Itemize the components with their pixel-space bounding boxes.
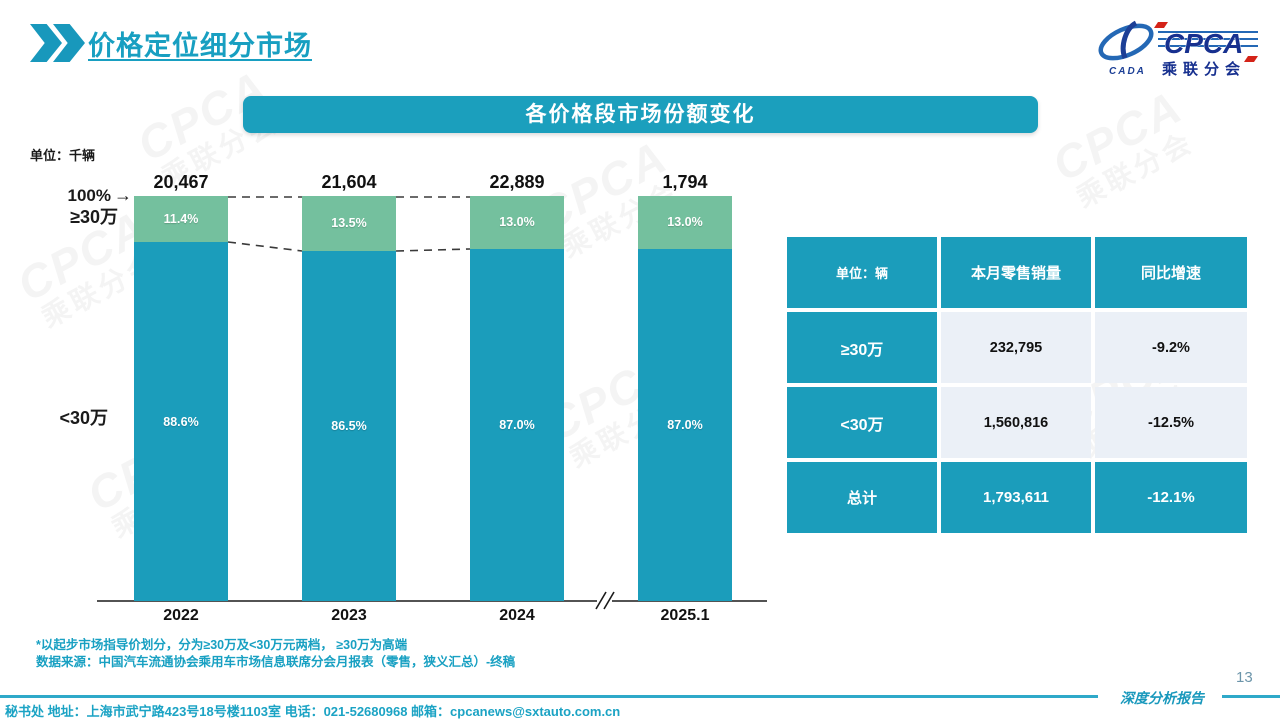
- bar-segment-ge30: 13.5%: [302, 196, 396, 251]
- table-row-label: ≥30万: [787, 312, 937, 383]
- logo-red-accent: [1154, 22, 1168, 28]
- table-header-sales: 本月零售销量: [941, 237, 1091, 308]
- bar-total-label: 20,467: [153, 172, 209, 192]
- bar-2022: 20,467 11.4% 88.6% 2022: [134, 172, 228, 624]
- cpca-logo: CADA CPCA 乘联分会: [1096, 20, 1266, 78]
- x-axis-tick-label: 2022: [163, 607, 199, 624]
- bar-segment-ge30: 13.0%: [470, 196, 564, 249]
- logo-subtitle-text: 乘联分会: [1161, 60, 1246, 78]
- table-header-yoy: 同比增速: [1095, 237, 1247, 308]
- bar-segment-lt30: 88.6%: [134, 242, 228, 601]
- logo-cpca-text: CPCA: [1164, 28, 1243, 59]
- logo-stroke-icon: [1120, 20, 1138, 59]
- table-cell-sales: 1,793,611: [941, 462, 1091, 533]
- table-header-unit: 单位：辆: [787, 237, 937, 308]
- table-cell-sales: 1,560,816: [941, 387, 1091, 458]
- footer-rule: [0, 695, 1098, 698]
- x-axis-tick-label: 2024: [499, 607, 535, 624]
- bar-segment-ge30: 13.0%: [638, 196, 732, 249]
- table-cell-yoy: -12.1%: [1095, 462, 1247, 533]
- page-title: 价格定位细分市场: [88, 31, 312, 61]
- footnote-line1: *以起步市场指导价划分，分为≥30万及<30万元两档， ≥30万为高端: [36, 638, 408, 652]
- logo-cada-text: CADA: [1109, 66, 1146, 77]
- bar-total-label: 21,604: [321, 172, 377, 192]
- bar-total-label: 1,794: [662, 172, 708, 192]
- chart-banner-title: 各价格段市场份额变化: [243, 96, 1038, 133]
- x-axis-tick-label: 2023: [331, 607, 367, 624]
- right-arrow-icon: →: [114, 185, 132, 205]
- footer-rule-right: [1222, 695, 1280, 698]
- axis-break-icon: [595, 591, 607, 610]
- x-axis-tick-label: 2025.1: [660, 607, 710, 624]
- bar-segment-lt30: 87.0%: [470, 248, 564, 601]
- double-chevron-icon: [30, 24, 90, 62]
- table-cell-yoy: -9.2%: [1095, 312, 1247, 383]
- bar-segment-ge30: 11.4%: [134, 196, 228, 243]
- segment-label-lt30: <30万: [59, 408, 108, 428]
- axis-100-label: 100% →: [67, 185, 132, 205]
- bar-segment-lt30: 86.5%: [302, 250, 396, 601]
- stacked-bar-chart: 100% → ≥30万 <30万 20,467 11.4% 88.6% 2022 …: [59, 172, 767, 624]
- axis-break-icon: [603, 591, 615, 610]
- bar-2024: 22,889 13.0% 87.0% 2024: [470, 172, 564, 624]
- logo-red-accent: [1244, 56, 1258, 62]
- bar-segment-lt30: 87.0%: [638, 248, 732, 601]
- report-label: 深度分析报告: [1120, 691, 1204, 707]
- bar-2023: 21,604 13.5% 86.5% 2023: [302, 172, 396, 624]
- bar-2025-1: 1,794 13.0% 87.0% 2025.1: [638, 172, 732, 624]
- footer-contact: 秘书处 地址：上海市武宁路423号18号楼1103室 电话：021-526809…: [5, 704, 621, 719]
- segment-label-ge30: ≥30万: [70, 207, 118, 227]
- table-cell-sales: 232,795: [941, 312, 1091, 383]
- table-cell-yoy: -12.5%: [1095, 387, 1247, 458]
- sales-table: 单位：辆 本月零售销量 同比增速 ≥30万 232,795 -9.2% <30万…: [787, 237, 1247, 533]
- table-row-label: 总计: [787, 462, 937, 533]
- logo-swoosh-icon: [1098, 23, 1154, 61]
- bar-total-label: 22,889: [489, 172, 545, 192]
- page-number: 13: [1236, 669, 1253, 686]
- footnote-line2: 数据来源：中国汽车流通协会乘用车市场信息联席分会月报表（零售，狭义汇总）-终稿: [36, 655, 516, 669]
- table-row-label: <30万: [787, 387, 937, 458]
- chart-unit-label: 单位：千辆: [30, 148, 96, 163]
- footnotes: *以起步市场指导价划分，分为≥30万及<30万元两档， ≥30万为高端 数据来源…: [36, 637, 515, 671]
